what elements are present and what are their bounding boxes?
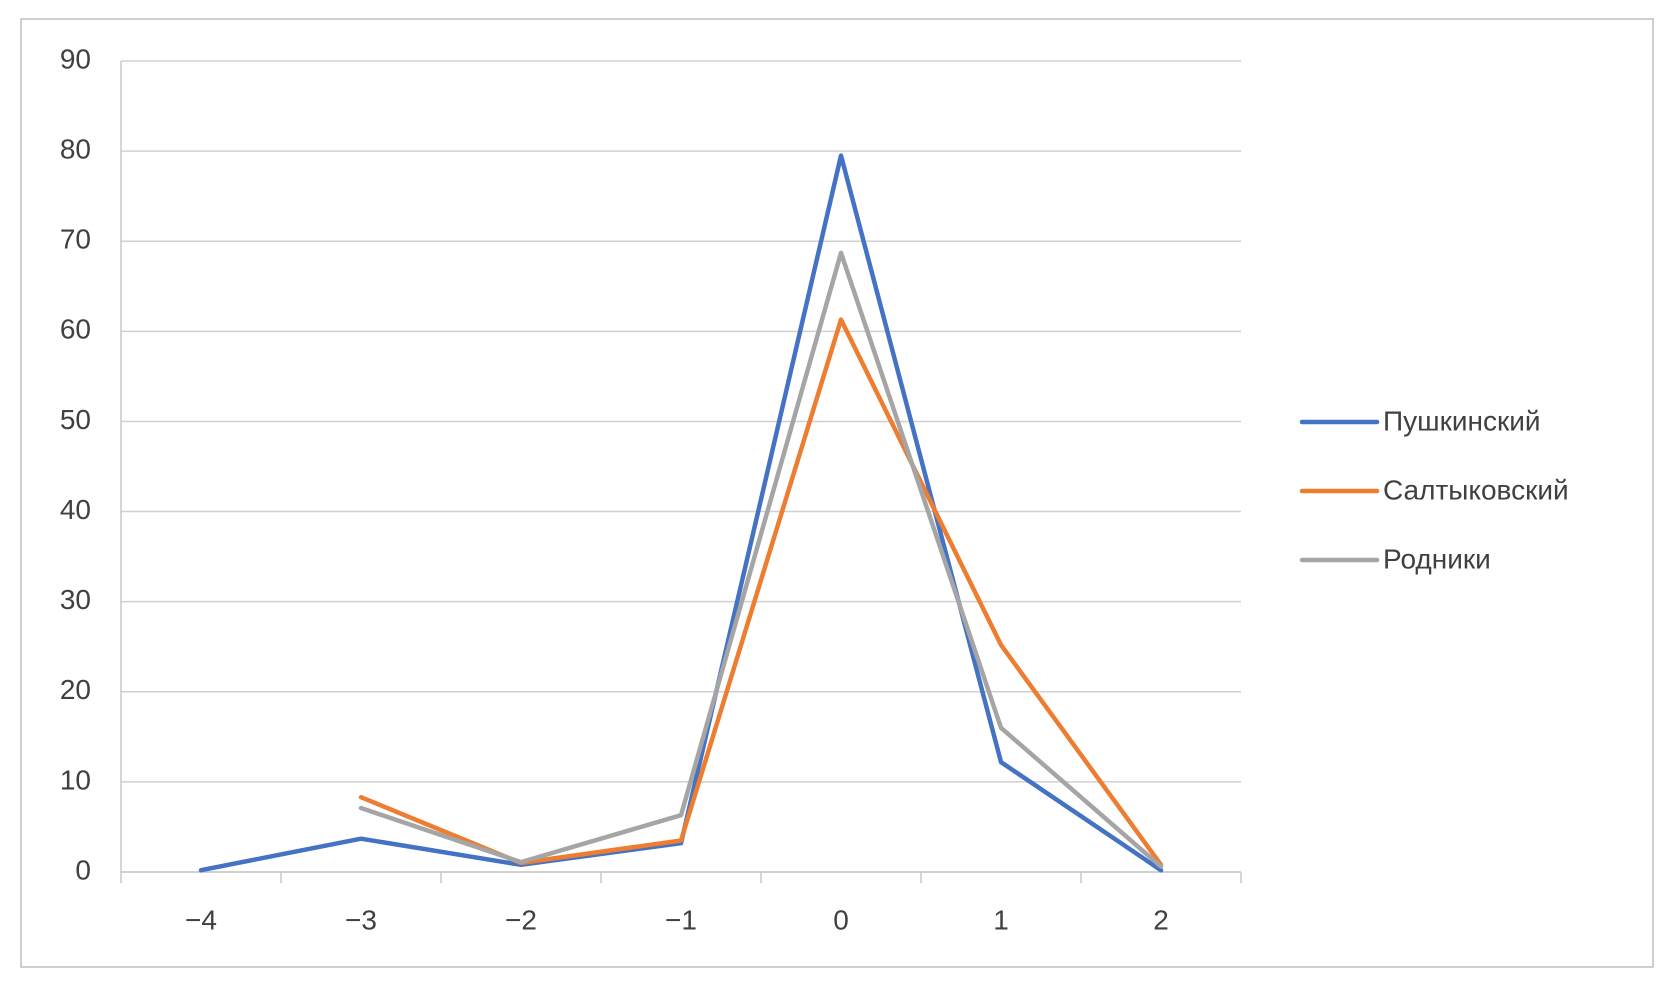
y-tick-label: 10 <box>60 764 91 795</box>
x-tick-label: 1 <box>993 904 1009 935</box>
x-tick-label: 2 <box>1153 904 1169 935</box>
legend-label: Пушкинский <box>1383 405 1540 436</box>
x-tick-label: 0 <box>833 904 849 935</box>
y-tick-label: 40 <box>60 494 91 525</box>
x-tick-label: −4 <box>185 904 217 935</box>
y-tick-label: 50 <box>60 404 91 435</box>
y-tick-label: 80 <box>60 134 91 165</box>
x-tick-label: −3 <box>345 904 377 935</box>
series-line <box>198 153 1164 873</box>
y-tick-label: 90 <box>60 43 91 74</box>
legend-label: Родники <box>1383 543 1491 574</box>
y-tick-label: 70 <box>60 224 91 255</box>
y-tick-label: 30 <box>60 584 91 615</box>
y-tick-label: 20 <box>60 674 91 705</box>
legend-label: Салтыковский <box>1383 474 1569 505</box>
series-line <box>358 250 1164 869</box>
x-tick-label: −1 <box>665 904 697 935</box>
y-tick-label: 60 <box>60 314 91 345</box>
x-tick-label: −2 <box>505 904 537 935</box>
y-tick-label: 0 <box>75 854 91 885</box>
